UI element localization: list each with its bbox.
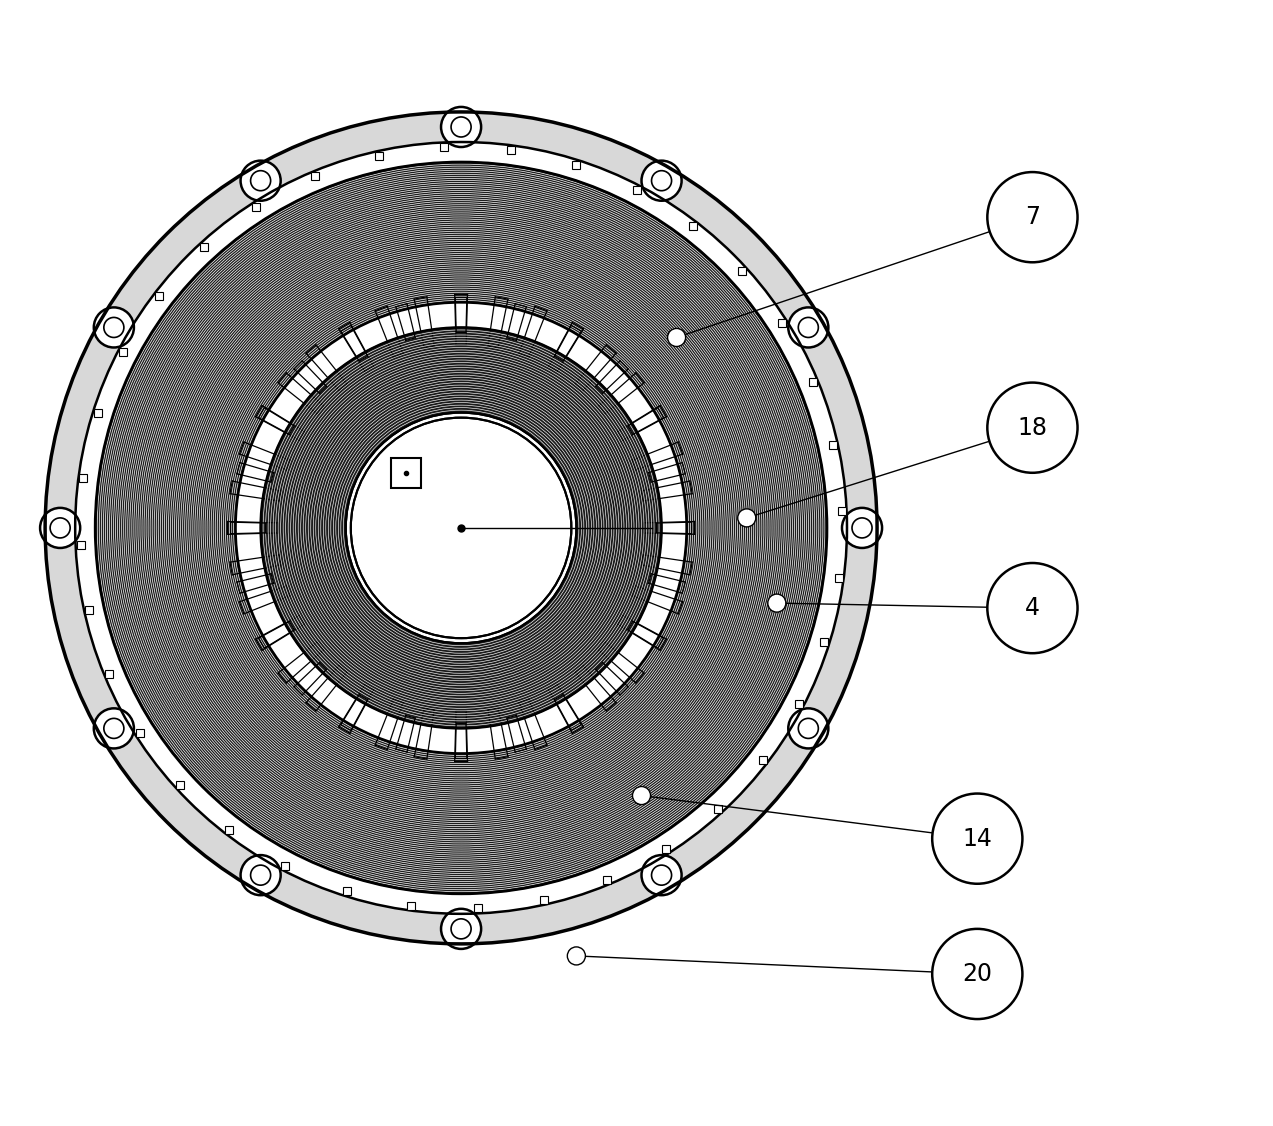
Circle shape xyxy=(841,508,882,548)
Circle shape xyxy=(39,508,80,548)
Bar xyxy=(540,896,547,904)
Bar xyxy=(252,203,261,211)
Bar xyxy=(281,861,289,869)
Bar xyxy=(85,606,93,615)
Bar xyxy=(76,540,84,548)
Bar xyxy=(342,887,350,895)
Bar xyxy=(407,902,415,910)
Bar xyxy=(507,146,514,154)
Circle shape xyxy=(568,947,586,965)
Circle shape xyxy=(346,412,577,643)
Bar xyxy=(474,904,481,912)
Bar xyxy=(106,670,113,678)
Polygon shape xyxy=(95,162,827,894)
Circle shape xyxy=(642,161,681,200)
Text: 20: 20 xyxy=(962,962,992,986)
Circle shape xyxy=(94,708,134,749)
Bar xyxy=(603,876,611,884)
Circle shape xyxy=(351,418,572,638)
Circle shape xyxy=(241,161,280,200)
Bar xyxy=(136,729,144,736)
Circle shape xyxy=(988,172,1077,262)
Circle shape xyxy=(988,383,1077,473)
Bar xyxy=(225,826,233,834)
Bar xyxy=(633,186,642,194)
Circle shape xyxy=(94,307,134,348)
Bar xyxy=(689,222,698,230)
Text: 7: 7 xyxy=(1025,205,1040,230)
Bar xyxy=(391,458,421,488)
Circle shape xyxy=(440,107,481,148)
Bar xyxy=(738,267,746,275)
Bar xyxy=(176,781,185,789)
Circle shape xyxy=(738,509,756,527)
Bar xyxy=(759,756,768,763)
Circle shape xyxy=(236,303,686,753)
Bar xyxy=(312,172,320,180)
Bar xyxy=(838,508,845,516)
Bar xyxy=(572,161,579,169)
Bar xyxy=(808,378,817,386)
Circle shape xyxy=(988,563,1077,653)
Bar xyxy=(794,699,803,708)
Bar xyxy=(440,143,448,151)
Circle shape xyxy=(768,595,785,613)
Bar xyxy=(155,292,163,300)
Circle shape xyxy=(932,929,1022,1019)
Circle shape xyxy=(642,855,681,895)
Bar xyxy=(778,320,787,328)
Circle shape xyxy=(278,345,644,712)
Bar xyxy=(200,243,207,251)
Circle shape xyxy=(932,794,1022,884)
Bar xyxy=(829,441,836,449)
Circle shape xyxy=(440,909,481,949)
Polygon shape xyxy=(261,328,662,729)
Text: 4: 4 xyxy=(1025,596,1040,620)
Circle shape xyxy=(241,855,280,895)
Circle shape xyxy=(667,329,686,347)
Circle shape xyxy=(45,111,877,944)
Bar xyxy=(374,152,383,160)
Circle shape xyxy=(788,307,829,348)
Bar xyxy=(94,410,102,418)
Bar xyxy=(714,805,722,813)
Circle shape xyxy=(75,142,847,914)
Bar xyxy=(835,573,843,582)
Circle shape xyxy=(633,787,651,805)
Bar xyxy=(820,638,829,646)
Text: 18: 18 xyxy=(1017,415,1048,439)
Circle shape xyxy=(788,708,829,749)
Text: 14: 14 xyxy=(962,826,992,850)
Bar xyxy=(79,474,88,482)
Bar xyxy=(120,348,127,356)
Bar xyxy=(662,846,670,854)
